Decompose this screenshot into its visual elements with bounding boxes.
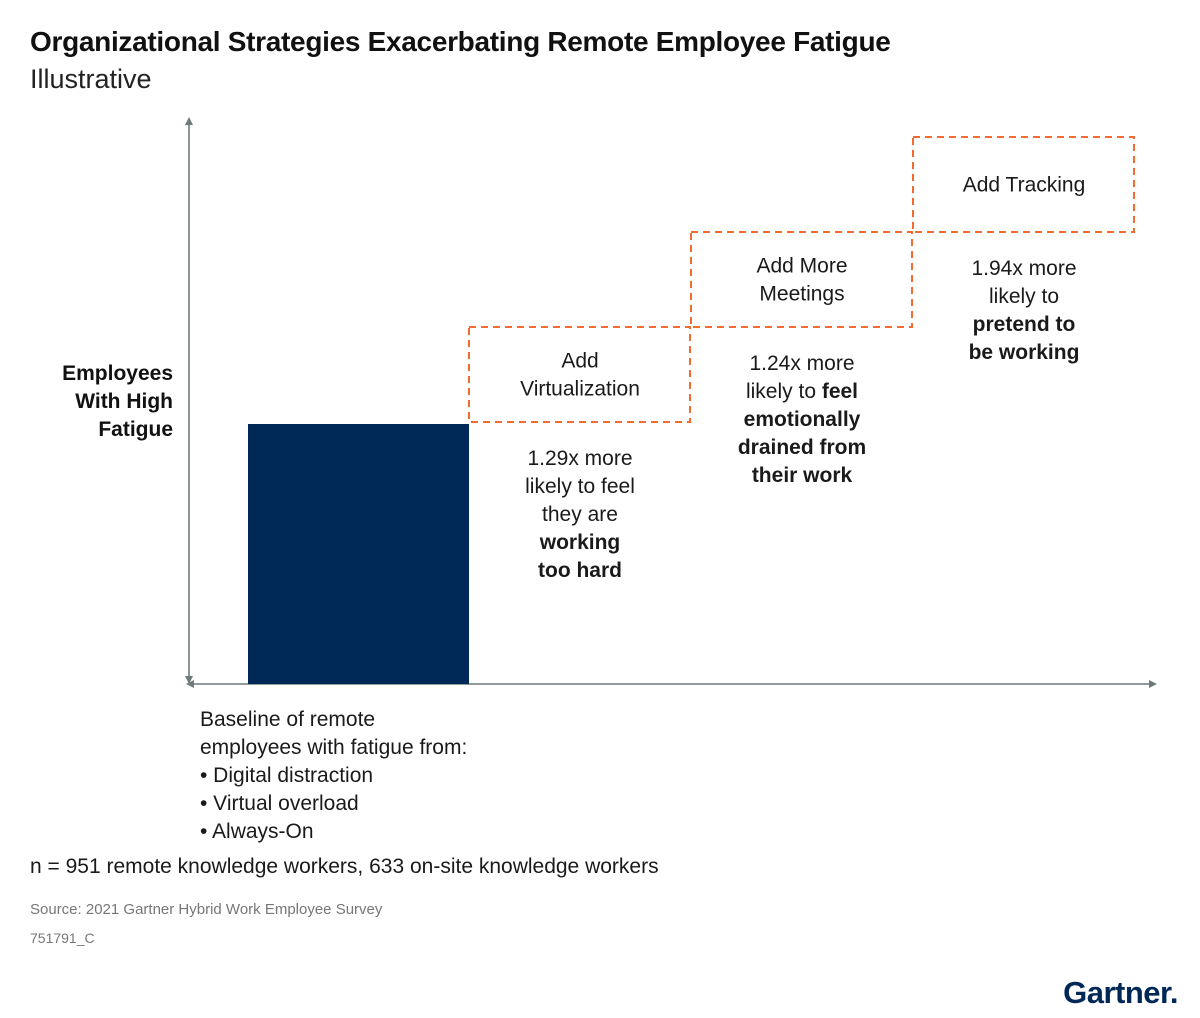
gartner-logo: Gartner. xyxy=(1063,975,1178,1010)
annotation-text: likely to xyxy=(989,285,1059,308)
step-label: Add xyxy=(561,350,598,373)
step-box-3 xyxy=(912,136,1135,233)
step-annotation-line: they are xyxy=(542,503,618,526)
step-annotation-line: working xyxy=(539,531,621,554)
annotation-emphasis: drained from xyxy=(738,436,866,459)
step-annotation-line: 1.24x more xyxy=(749,352,854,375)
annotation-text: likely to feel xyxy=(525,475,635,498)
annotation-emphasis: emotionally xyxy=(744,408,861,431)
baseline-line: Baseline of remote xyxy=(200,708,376,731)
step-annotation-line: likely to xyxy=(989,285,1059,308)
step-label: Virtualization xyxy=(520,378,640,401)
step-annotation-line: emotionally xyxy=(744,408,861,431)
annotation-emphasis: too hard xyxy=(538,559,622,582)
baseline-bullet: • Digital distraction xyxy=(200,764,374,787)
sample-size-note: n = 951 remote knowledge workers, 633 on… xyxy=(30,855,659,878)
step-annotation-line: likely to feel xyxy=(525,475,635,498)
annotation-text: 1.94x more xyxy=(971,257,1076,280)
step-annotation-line: 1.94x more xyxy=(971,257,1076,280)
step-annotation-line: be working xyxy=(969,341,1080,364)
chart-subtitle: Illustrative xyxy=(30,64,152,94)
baseline-line: employees with fatigue from: xyxy=(200,736,468,759)
baseline-bullet: • Virtual overload xyxy=(200,792,359,815)
annotation-emphasis: working xyxy=(539,531,621,554)
annotation-text: 1.24x more xyxy=(749,352,854,375)
annotation-emphasis: be working xyxy=(969,341,1080,364)
annotation-emphasis: pretend to xyxy=(973,313,1076,336)
step-label: Add More xyxy=(756,255,847,278)
step-label: Meetings xyxy=(759,283,844,306)
baseline-bar xyxy=(248,424,469,684)
baseline-bullet: • Always-On xyxy=(200,820,314,843)
step-annotation-line: likely to feel xyxy=(746,380,858,403)
annotation-text: they are xyxy=(542,503,618,526)
y-axis-label-line: Fatigue xyxy=(98,418,173,441)
step-annotation-line: pretend to xyxy=(973,313,1076,336)
step-annotation-line: their work xyxy=(752,464,853,487)
baseline-description: Baseline of remote employees with fatigu… xyxy=(200,706,467,846)
chart-title: Organizational Strategies Exacerbating R… xyxy=(30,26,891,57)
document-id: 751791_C xyxy=(30,930,95,946)
step-box-2 xyxy=(690,231,913,328)
y-axis-label: Employees With High Fatigue xyxy=(20,360,173,444)
step-box-1 xyxy=(468,326,691,423)
y-axis-label-line: With High xyxy=(75,390,173,413)
step-label: Add Tracking xyxy=(963,174,1086,197)
step-annotation-line: too hard xyxy=(538,559,622,582)
annotation-text: likely to xyxy=(746,380,822,403)
annotation-emphasis: their work xyxy=(752,464,853,487)
step-annotation-line: drained from xyxy=(738,436,866,459)
source-note: Source: 2021 Gartner Hybrid Work Employe… xyxy=(30,901,383,918)
y-axis-label-line: Employees xyxy=(62,362,173,385)
annotation-text: 1.29x more xyxy=(527,447,632,470)
step-annotation-line: 1.29x more xyxy=(527,447,632,470)
annotation-emphasis: feel xyxy=(822,380,858,403)
